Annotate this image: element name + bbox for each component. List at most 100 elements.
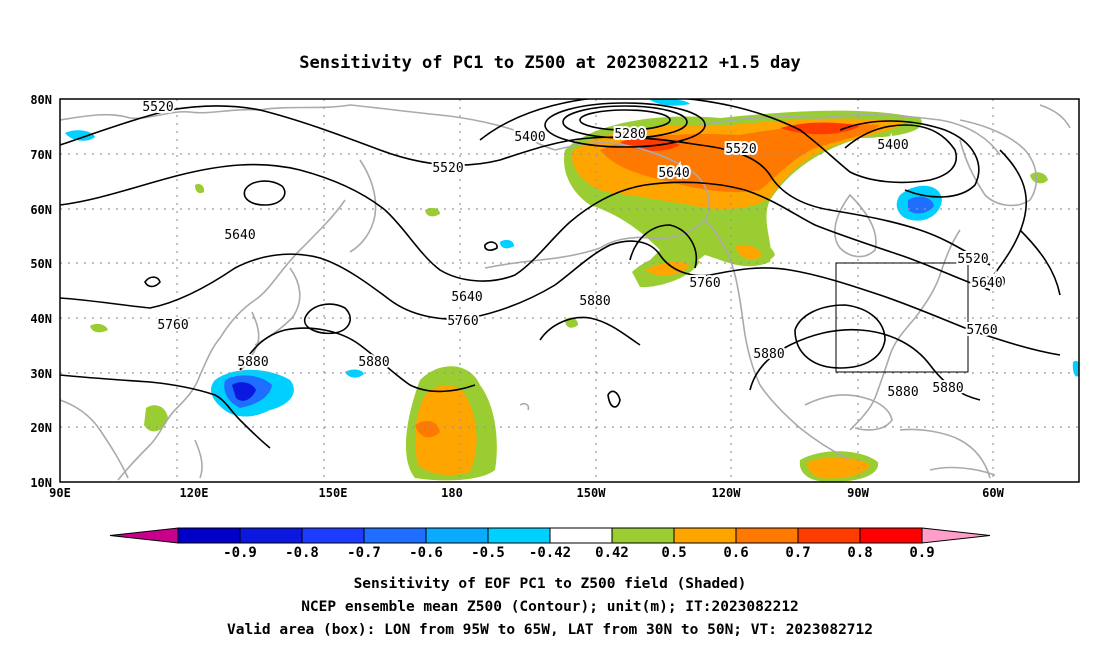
contour-label: 5880 [932,381,963,396]
colorbar-segment [363,527,427,544]
negative-core-labrador [908,196,934,214]
contour-label: 5760 [157,318,188,333]
colorbar-tick-label: -0.6 [409,545,443,561]
small-positive-blob-2 [90,323,108,333]
coastline-hawaii [519,403,530,411]
orange-region-central-pacific [414,384,477,476]
lat-tick-label: 20N [30,421,52,435]
contour-label: 5520 [725,142,756,157]
contour-label: 5880 [237,355,268,370]
lat-tick-label: 50N [30,257,52,271]
longitude-axis: 90E 120E 150E 180 150W 120W 90W 60W [49,486,1004,500]
colorbar-segment [549,527,613,544]
coastline-gulf-of-mexico [804,394,893,431]
contour-5760-north-loop [629,224,697,269]
colorbar-segment [425,527,489,544]
colorbar-segment [611,527,675,544]
map-frame [59,98,1080,483]
lon-tick-label: 180 [441,486,463,500]
colorbar-segment [859,527,923,544]
contour-label: 5880 [358,355,389,370]
colorbar-low-extension [109,527,179,544]
lon-tick-label: 90W [847,486,869,500]
coastline-hudson-bay [834,193,877,258]
contour-5280-inner [579,109,671,131]
coastline-aleutians [484,247,601,269]
lon-tick-label: 120E [180,486,209,500]
contour-label: 5640 [658,166,689,181]
colorbar-tick-label: -0.5 [471,545,505,561]
footer-line-3: Valid area (box): LON from 95W to 65W, L… [227,622,873,638]
contour-5520-north [60,105,991,266]
contour-5880-small-1 [484,241,498,251]
contour-label: 5880 [887,385,918,400]
contour-5880-east-high [794,304,886,369]
coastline-svalbard [1039,104,1071,129]
lat-tick-label: 30N [30,367,52,381]
contour-label: 5520 [432,161,463,176]
contour-label: 5400 [514,130,545,145]
coastline-korea [239,311,260,373]
contour-5760-east-2 [1019,229,1061,296]
small-negative-blob-2 [650,99,690,106]
contour-5400 [479,99,957,184]
latitude-axis: 80N 70N 60N 50N 40N 30N 20N 10N [30,93,52,490]
colorbar-segment [735,527,799,544]
lat-tick-label: 10N [30,476,52,490]
small-negative-blob-3 [500,239,514,249]
contour-label: 5760 [966,323,997,338]
coastline-alaska [554,142,710,249]
contour-5880-japan [239,327,476,393]
small-positive-blob-4 [1030,172,1048,184]
contour-label: 5640 [974,275,1005,290]
negative-strong-west-pacific [232,382,256,401]
contour-5880-west [60,374,271,449]
z500-contours [60,99,1061,449]
contour-5880-high-pacific [303,303,351,335]
small-orange-gulf [645,261,690,276]
valid-area-box [835,262,969,373]
colorbar-tick-label: -0.9 [223,545,257,561]
contour-label: 5640 [971,276,1002,291]
contour-label: 5520 [142,100,173,115]
small-positive-blob-5 [425,207,440,217]
lon-tick-label: 150E [319,486,348,500]
colorbar-segment [797,527,861,544]
contour-label: 5640 [451,290,482,305]
colorbar-segment [673,527,737,544]
coastline-southeast-asia [60,399,129,479]
footer-line-2: NCEP ensemble mean Z500 (Contour); unit(… [301,599,799,615]
contour-label: 5880 [753,347,784,362]
contour-5880-central [539,316,641,346]
coastline-caribbean [899,428,991,479]
figure-title: Sensitivity of PC1 to Z500 at 2023082212… [299,53,801,73]
lon-tick-label: 120W [712,486,742,500]
coastline-canadian-arctic [699,113,1001,156]
small-negative-blob-1 [65,130,95,141]
lat-tick-label: 60N [30,203,52,217]
colorbar: -0.9 -0.8 -0.7 -0.6 -0.5 -0.42 0.42 0.5 0.6 0.7 0.… [109,527,991,561]
lon-tick-label: 60W [982,486,1004,500]
colorbar-tick-label: -0.8 [285,545,319,561]
contour-label: 5280 [614,127,645,142]
lon-tick-label: 150W [577,486,607,500]
contour-5880-east [749,328,981,401]
contour-5520-low-west [243,180,286,206]
contour-label: 5640 [224,228,255,243]
colorbar-tick-label: 0.7 [785,545,810,561]
coastline-east-asia [117,199,346,481]
small-positive-blob-6 [195,183,205,194]
small-negative-blob-4 [345,369,364,378]
colorbar-tick-label: 0.6 [723,545,748,561]
sensitivity-shading [65,99,1079,482]
colorbar-tick-label: 0.42 [595,545,629,561]
orange-region-central-america [807,457,870,479]
coastline-philippines [194,439,203,479]
colorbar-tick-label: -0.42 [529,545,571,561]
contour-5280 [544,102,706,148]
colorbar-tick-label: 0.5 [661,545,686,561]
contour-label: 5520 [957,252,988,267]
map-panel: 5520 5400 5280 5520 5640 5400 5520 5640 … [60,99,1079,482]
contour-label: 5880 [579,294,610,309]
